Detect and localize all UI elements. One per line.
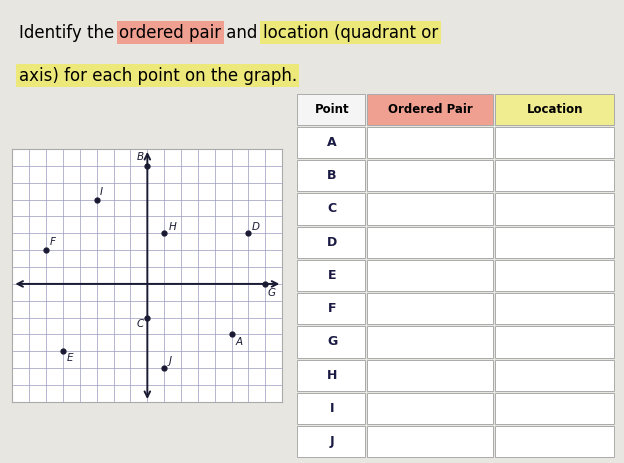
Text: G: G [268,288,276,298]
Text: J: J [168,357,172,367]
Text: A: A [236,338,243,347]
Text: Location: Location [527,103,583,116]
Text: I: I [330,402,334,415]
Bar [367,227,493,258]
Text: F: F [50,238,56,248]
Text: C: C [328,202,337,215]
Bar [367,127,493,158]
Text: Ordered Pair: Ordered Pair [389,103,473,116]
Bar [495,160,614,191]
Text: J: J [330,435,334,448]
Text: B: B [137,152,144,162]
Text: E: E [67,353,73,363]
Bar [367,194,493,225]
Bar [297,426,365,457]
Bar [297,293,365,324]
Bar [297,127,365,158]
Bar [297,194,365,225]
Bar [495,426,614,457]
Bar [495,293,614,324]
Bar [367,360,493,391]
Bar [495,260,614,291]
Text: H: H [168,222,176,232]
Bar [367,426,493,457]
Text: I: I [100,187,103,197]
Text: G: G [327,336,337,349]
Bar [367,260,493,291]
Bar [367,94,493,125]
Bar [495,194,614,225]
Text: location (quadrant or: location (quadrant or [263,24,438,42]
Text: B: B [328,169,337,182]
Bar [297,393,365,424]
Text: A: A [328,136,337,149]
Bar [297,160,365,191]
Bar [297,94,365,125]
Text: F: F [328,302,336,315]
Text: Identify the: Identify the [19,24,119,42]
Text: H: H [327,369,338,382]
Text: and: and [221,24,263,42]
Bar [495,326,614,357]
Text: D: D [327,236,337,249]
Bar [367,160,493,191]
Bar [495,393,614,424]
Text: ordered pair: ordered pair [119,24,221,42]
Bar [367,293,493,324]
Bar [495,227,614,258]
Bar [297,360,365,391]
Bar [495,360,614,391]
Text: axis) for each point on the graph.: axis) for each point on the graph. [19,67,296,85]
Bar [495,94,614,125]
Text: C: C [137,319,144,329]
Bar [297,260,365,291]
Bar [367,393,493,424]
Text: Point: Point [314,103,349,116]
Text: E: E [328,269,336,282]
Bar [495,127,614,158]
Bar [297,227,365,258]
Bar [367,326,493,357]
Text: D: D [252,222,260,232]
Bar [297,326,365,357]
